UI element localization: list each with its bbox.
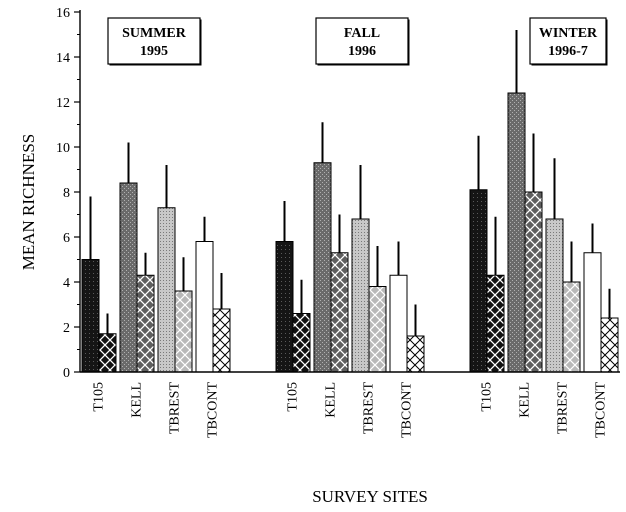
x-tick-label: T105	[479, 382, 494, 412]
x-tick-label: TBCONT	[205, 382, 220, 438]
bar-kell-a	[119, 182, 138, 373]
y-tick-label: 10	[56, 141, 70, 156]
x-tick-label: TBREST	[167, 382, 182, 435]
bar-t105-b	[486, 274, 505, 373]
y-tick-label: 8	[63, 186, 70, 201]
season-box	[107, 17, 201, 65]
bar-kell-a	[313, 162, 332, 373]
bar-tbcont-b	[600, 317, 619, 373]
bar-t105-b	[292, 313, 311, 373]
x-axis-title: SURVEY SITES	[312, 487, 428, 506]
bar-tbcont-b	[406, 335, 425, 373]
bar-t105-a	[275, 241, 294, 373]
season-box	[315, 17, 409, 65]
bar-tbcont-a	[389, 274, 408, 373]
bar-tbrest-a	[351, 218, 370, 373]
bar-tbrest-b	[368, 286, 387, 373]
bar-t105-a	[81, 259, 100, 373]
x-tick-label: T105	[285, 382, 300, 412]
x-tick-label: TBCONT	[593, 382, 608, 438]
x-tick-label: KELL	[323, 382, 338, 418]
season-label-line1: SUMMER	[122, 26, 187, 41]
bar-tbcont-a	[583, 252, 602, 373]
y-tick-label: 4	[63, 276, 70, 291]
y-axis-title: MEAN RICHNESS	[19, 134, 38, 271]
x-tick-label: T105	[91, 382, 106, 412]
season-label-line1: WINTER	[539, 26, 598, 41]
y-tick-label: 0	[63, 366, 70, 381]
bar-tbcont-b	[212, 308, 231, 373]
x-tick-label: TBCONT	[399, 382, 414, 438]
y-tick-label: 12	[56, 96, 70, 111]
bar-tbrest-b	[562, 281, 581, 373]
bar-tbrest-a	[545, 218, 564, 373]
season-label-line2: 1995	[140, 44, 168, 59]
y-tick-label: 16	[56, 6, 70, 21]
x-tick-label: TBREST	[555, 382, 570, 435]
season-label-line2: 1996	[348, 44, 376, 59]
season-box	[529, 17, 607, 65]
bar-kell-b	[524, 191, 543, 373]
x-tick-label: KELL	[517, 382, 532, 418]
y-tick-label: 6	[63, 231, 70, 246]
x-tick-label: KELL	[129, 382, 144, 418]
y-tick-label: 14	[56, 51, 70, 66]
bar-t105-b	[98, 333, 117, 373]
y-tick-label: 2	[63, 321, 70, 336]
season-label-line2: 1996-7	[548, 44, 588, 59]
bar-t105-a	[469, 189, 488, 373]
bar-kell-b	[330, 252, 349, 373]
bar-tbrest-a	[157, 207, 176, 373]
bar-tbrest-b	[174, 290, 193, 373]
bar-tbcont-a	[195, 241, 214, 373]
x-tick-label: TBREST	[361, 382, 376, 435]
bar-kell-b	[136, 274, 155, 373]
bar-kell-a	[507, 92, 526, 373]
season-label-line1: FALL	[344, 26, 380, 41]
